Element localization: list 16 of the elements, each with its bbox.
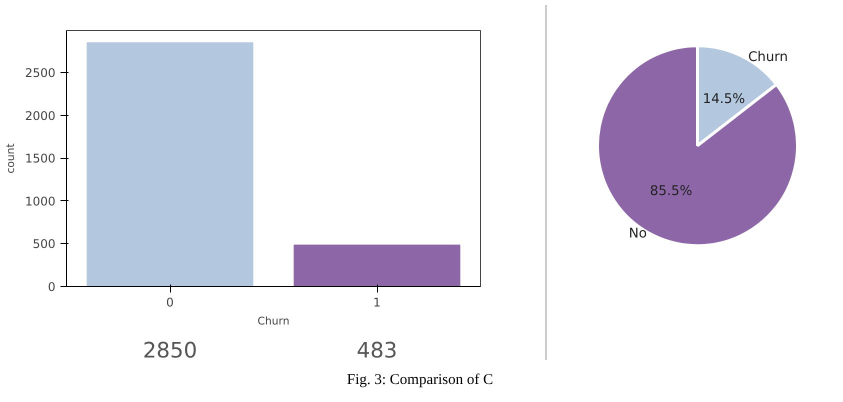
y-tick-label: 0 (48, 280, 56, 294)
y-axis-title: count (4, 143, 17, 174)
y-tick-label: 1500 (24, 152, 56, 166)
data-label: 14.5% (702, 92, 746, 108)
slice-label: No (628, 226, 647, 242)
x-tick-label: 1 (373, 296, 381, 310)
y-tick-label: 500 (32, 237, 56, 252)
data-label: 85.5% (650, 184, 692, 200)
x-axis-title: Churn (258, 314, 290, 328)
y-tick-label: 2000 (24, 108, 56, 123)
y-tick-label: 1000 (24, 194, 56, 208)
y-tick-label: 2500 (24, 66, 56, 80)
data-label: 2850 (142, 338, 198, 364)
data-label: 483 (356, 338, 398, 364)
caption: Fig. 3: Comparison of C (346, 371, 494, 390)
slice-label: Churn (748, 50, 788, 66)
